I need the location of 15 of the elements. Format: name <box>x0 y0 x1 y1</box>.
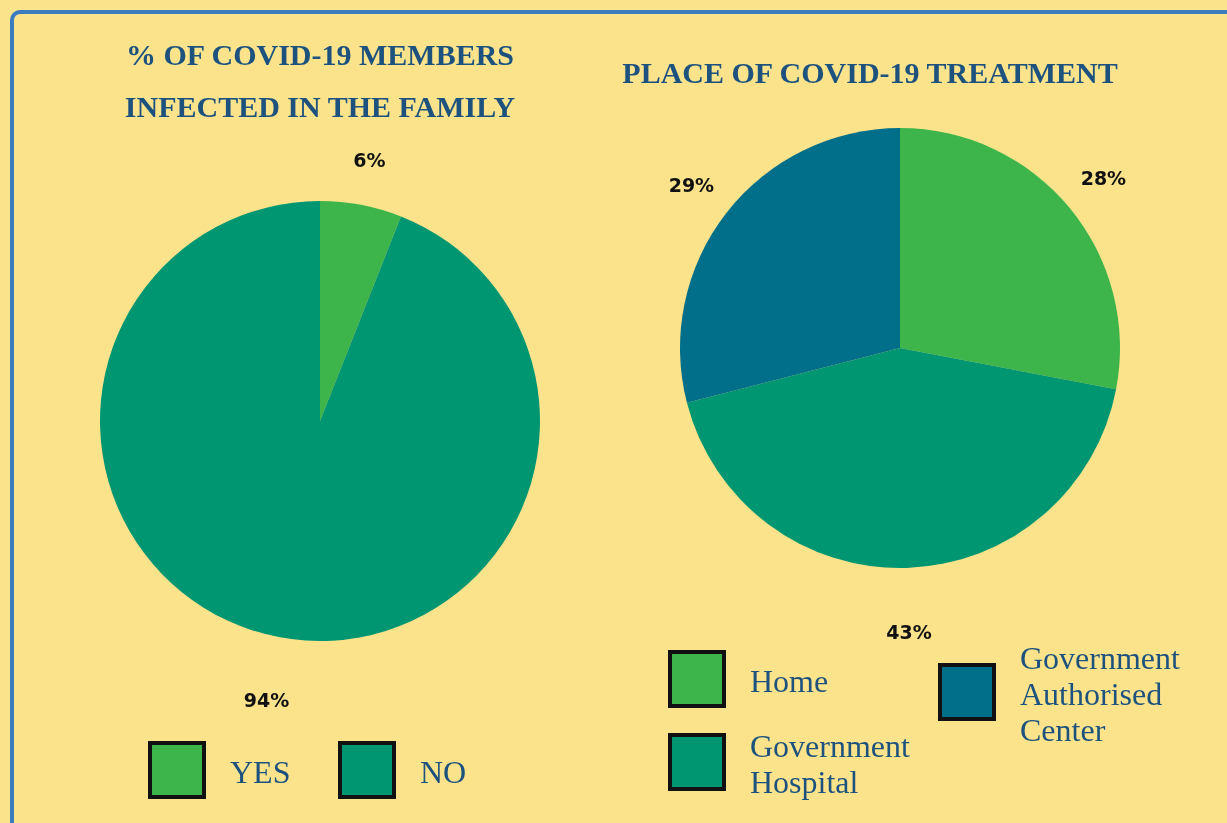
data-label: 43% <box>886 621 932 644</box>
legend-label: NO <box>420 754 467 790</box>
data-label: 6% <box>353 149 386 172</box>
pie-slice <box>320 201 401 421</box>
data-label: 28% <box>1080 167 1127 190</box>
legend-label: Government Authorised Center <box>1020 640 1181 748</box>
pie-slice <box>100 201 540 641</box>
data-label: 94% <box>243 689 290 712</box>
chart-title: PLACE OF COVID-19 TREATMENT <box>622 56 1118 89</box>
chart-title: % OF COVID-19 MEMBERS INFECTED IN THE FAMILY <box>124 38 516 123</box>
legend-label: Government Hospital <box>750 728 911 800</box>
data-label: 29% <box>668 173 715 196</box>
legend-label: YES <box>230 754 291 790</box>
legend-label: Home <box>750 663 829 699</box>
pie-slice <box>686 348 1117 568</box>
